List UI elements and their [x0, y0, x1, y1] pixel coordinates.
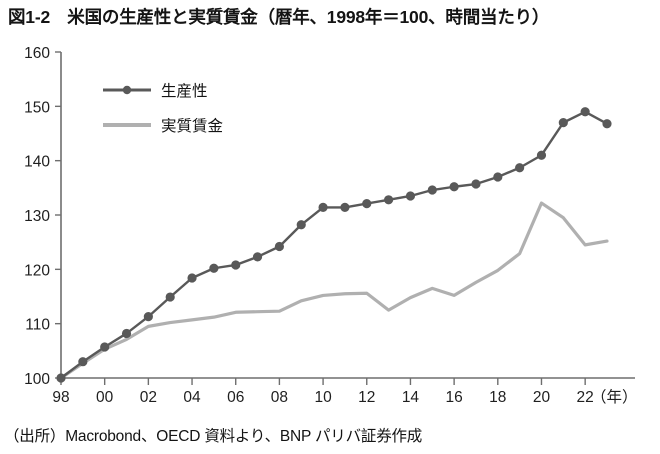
legend-marker-productivity — [122, 85, 132, 95]
x-axis-tick-label: 08 — [271, 389, 288, 404]
chart-legend: 生産性 実質賃金 — [103, 82, 224, 135]
x-axis-tick-label: 18 — [489, 389, 506, 404]
data-point-marker — [165, 292, 175, 302]
data-point-marker — [449, 182, 459, 192]
y-axis-tick-label: 160 — [24, 45, 50, 62]
data-point-marker — [362, 198, 372, 209]
chart-title: 図1-2 米国の生産性と実質賃金（暦年、1998年＝100、時間当たり） — [8, 7, 550, 27]
data-point-marker — [340, 202, 350, 212]
data-point-marker — [405, 191, 416, 201]
data-point-marker — [121, 328, 132, 339]
data-point-marker — [493, 172, 503, 182]
x-axis-tick-label: 20 — [533, 389, 551, 404]
data-point-marker — [536, 150, 547, 160]
data-point-marker — [602, 119, 612, 129]
y-axis-tick-label: 100 — [24, 371, 50, 388]
series-markers-productivity — [56, 107, 612, 383]
y-axis-tick-label: 140 — [24, 154, 50, 171]
x-axis-tick-label: 10 — [314, 389, 332, 404]
line-chart-svg: 100 110 120 130 140 150 160 98 00 02 04 06 08 10 12 14… — [24, 45, 638, 404]
y-axis-tick-marks — [55, 51, 61, 379]
x-axis-tick-marks — [60, 378, 586, 385]
data-point-marker — [56, 373, 66, 383]
series-line-real-wage — [59, 201, 609, 380]
data-point-marker — [471, 179, 481, 189]
x-axis-unit-label: （年） — [591, 388, 638, 404]
y-axis-tick-label: 150 — [24, 99, 50, 116]
x-axis-tick-label: 16 — [445, 389, 462, 404]
data-point-marker — [209, 263, 219, 273]
data-point-marker — [78, 357, 88, 367]
data-point-marker — [187, 273, 197, 283]
legend-label-real-wage: 実質賃金 — [161, 117, 224, 135]
x-axis-tick-label: 02 — [140, 389, 157, 404]
source-note: （出所）Macrobond、OECD 資料より、BNP パリバ証券作成 — [4, 428, 423, 445]
y-axis-tick-label: 120 — [24, 262, 50, 279]
legend-label-productivity: 生産性 — [161, 82, 208, 100]
data-point-marker — [143, 312, 153, 322]
plot-area: 100 110 120 130 140 150 160 98 00 02 04 06 08 10 12 14… — [0, 34, 660, 404]
x-axis-tick-label: 06 — [227, 389, 244, 404]
x-axis-tick-label: 98 — [52, 389, 69, 404]
x-axis-tick-labels: 98 00 02 04 06 08 10 12 14 16 18 20 22 — [52, 389, 593, 404]
data-point-marker — [318, 202, 328, 212]
x-axis-tick-label: 00 — [96, 389, 114, 404]
data-point-marker — [231, 260, 241, 270]
data-point-marker — [427, 185, 437, 195]
data-point-marker — [100, 342, 110, 352]
y-axis-tick-labels: 100 110 120 130 140 150 160 — [24, 45, 50, 388]
data-point-marker — [274, 241, 284, 252]
x-axis-tick-label: 04 — [183, 389, 201, 404]
data-point-marker — [384, 195, 394, 205]
data-point-marker — [580, 107, 590, 117]
data-point-marker — [252, 252, 263, 262]
y-axis-tick-label: 110 — [25, 317, 50, 334]
x-axis-tick-label: 22 — [577, 389, 594, 404]
x-axis-tick-label: 12 — [358, 389, 375, 404]
data-point-marker — [515, 163, 525, 173]
x-axis-tick-label: 14 — [402, 389, 420, 404]
y-axis-tick-label: 130 — [24, 208, 50, 225]
data-point-marker — [558, 118, 568, 128]
data-point-marker — [296, 220, 306, 230]
